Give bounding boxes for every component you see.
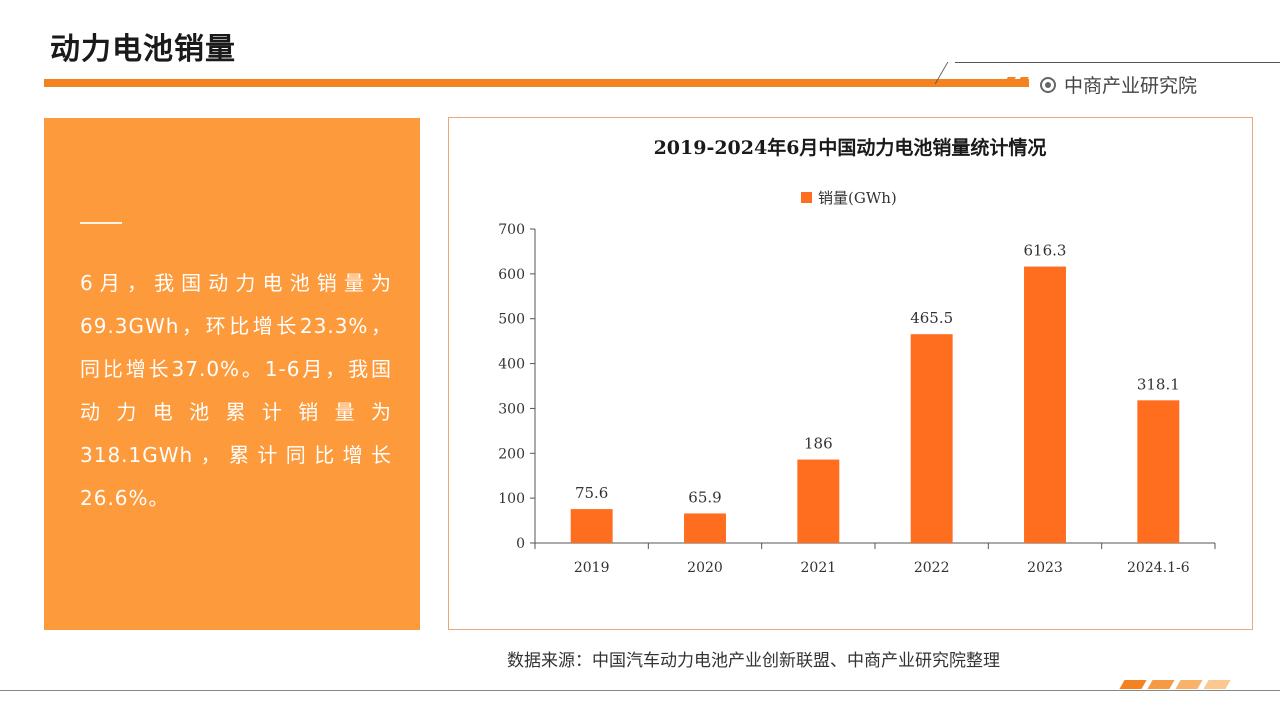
data-label: 186 [804,435,833,453]
data-source: 数据来源：中国汽车动力电池产业创新联盟、中商产业研究院整理 [507,651,1000,671]
x-tick-label: 2020 [687,560,723,576]
y-tick-label: 100 [498,491,525,507]
footer-stripe [1203,680,1231,689]
summary-divider [80,222,122,224]
chart-container: 2019-2024年6月中国动力电池销量统计情况 销量(GWh) 0 100 200… [448,117,1253,630]
header-divider [955,62,1280,63]
data-label: 465.5 [910,309,953,327]
legend-swatch [801,192,812,203]
bar [910,334,953,543]
page-title: 动力电池销量 [50,32,236,67]
y-tick-label: 400 [498,357,525,373]
x-tick-label: 2023 [1027,560,1063,576]
data-label: 65.9 [688,488,721,506]
summary-text: 6月，我国动力电池销量为69.3GWh，环比增长23.3%，同比增长37.0%。… [80,271,392,510]
summary-panel [44,118,420,630]
brand-icon [1040,76,1056,93]
brand-name: 中商产业研究院 [1064,75,1198,97]
legend-label: 销量(GWh) [818,189,897,207]
y-tick-label: 300 [498,401,525,417]
y-tick-label: 200 [498,446,525,462]
y-tick-label: 600 [498,267,525,283]
x-tick-label: 2021 [801,560,837,576]
x-tick-label: 2024.1-6 [1127,560,1190,576]
bar-chart: 2019-2024年6月中国动力电池销量统计情况 销量(GWh) 0 100 200… [498,136,1216,576]
footer-stripe [1175,680,1203,689]
x-tick-label: 2019 [574,560,610,576]
y-tick-label: 0 [516,536,525,552]
bar [684,513,726,543]
data-label: 318.1 [1137,375,1180,393]
footer-stripe [1147,680,1175,689]
bar [1137,400,1180,543]
footer-stripe [1119,680,1147,689]
bar [570,509,613,543]
chart-title: 2019-2024年6月中国动力电池销量统计情况 [654,136,1047,159]
y-tick-label: 700 [498,222,525,238]
header-accent-bar [44,79,1029,87]
x-tick-label: 2022 [914,560,950,576]
bar [797,459,840,543]
data-label: 616.3 [1024,242,1067,260]
brand-logo: 中商产业研究院 [1040,71,1197,98]
footer-divider [0,690,1280,691]
data-label: 75.6 [575,484,608,502]
y-tick-label: 500 [498,312,525,328]
bar [1024,266,1066,543]
